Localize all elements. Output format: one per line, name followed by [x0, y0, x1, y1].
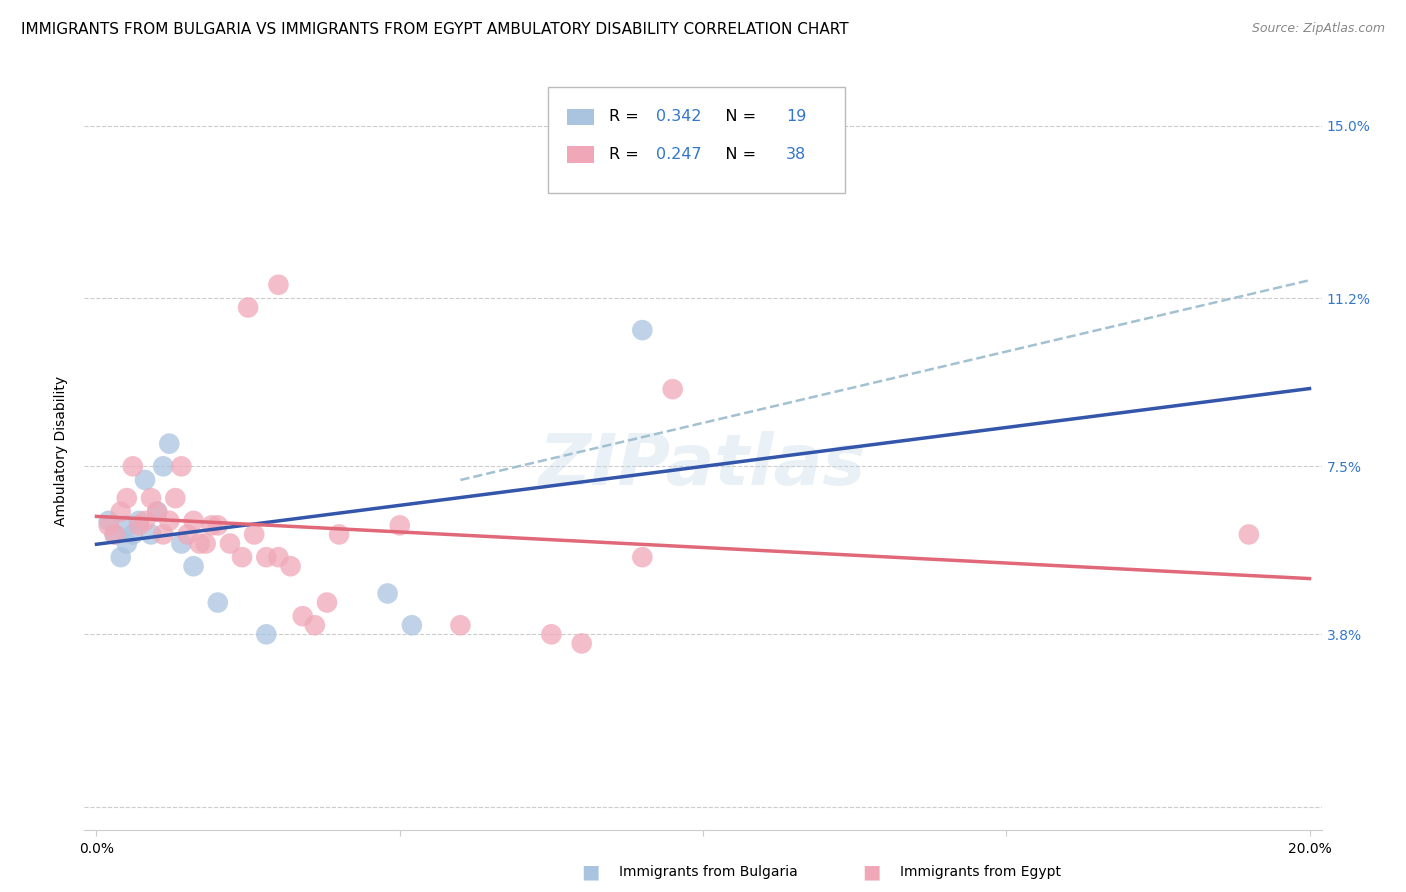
- Point: [170, 536, 193, 550]
- Point: [254, 550, 277, 565]
- Point: [183, 559, 205, 574]
- Point: [176, 527, 198, 541]
- Text: N =: N =: [710, 110, 762, 124]
- Point: [97, 514, 120, 528]
- FancyBboxPatch shape: [548, 87, 845, 193]
- Point: [104, 527, 127, 541]
- Point: [267, 277, 290, 292]
- Text: Immigrants from Bulgaria: Immigrants from Bulgaria: [619, 865, 797, 880]
- Point: [401, 618, 423, 632]
- Point: [134, 514, 156, 528]
- Point: [104, 527, 127, 541]
- Point: [231, 550, 253, 565]
- FancyBboxPatch shape: [567, 109, 595, 125]
- Point: [139, 491, 162, 505]
- FancyBboxPatch shape: [567, 146, 595, 163]
- Point: [267, 550, 290, 565]
- Point: [219, 536, 242, 550]
- Point: [122, 527, 145, 541]
- Point: [110, 505, 132, 519]
- Point: [183, 514, 205, 528]
- Text: R =: R =: [609, 110, 644, 124]
- Text: 19: 19: [786, 110, 806, 124]
- Point: [152, 527, 174, 541]
- Y-axis label: Ambulatory Disability: Ambulatory Disability: [55, 376, 69, 525]
- Point: [115, 536, 138, 550]
- Point: [194, 536, 217, 550]
- Point: [540, 627, 562, 641]
- Point: [1237, 527, 1260, 541]
- Point: [631, 550, 654, 565]
- Text: 0.247: 0.247: [657, 147, 702, 162]
- Point: [110, 550, 132, 565]
- Point: [157, 436, 180, 450]
- Point: [165, 491, 187, 505]
- Text: ■: ■: [862, 863, 882, 882]
- Point: [122, 459, 145, 474]
- Point: [304, 618, 326, 632]
- Point: [571, 636, 593, 650]
- Point: [146, 505, 169, 519]
- Text: Immigrants from Egypt: Immigrants from Egypt: [900, 865, 1062, 880]
- Point: [97, 518, 120, 533]
- Point: [152, 459, 174, 474]
- Text: IMMIGRANTS FROM BULGARIA VS IMMIGRANTS FROM EGYPT AMBULATORY DISABILITY CORRELAT: IMMIGRANTS FROM BULGARIA VS IMMIGRANTS F…: [21, 22, 849, 37]
- Point: [316, 596, 339, 610]
- Text: ■: ■: [581, 863, 600, 882]
- Point: [207, 518, 229, 533]
- Point: [207, 596, 229, 610]
- Point: [388, 518, 411, 533]
- Text: 38: 38: [786, 147, 806, 162]
- Point: [146, 505, 169, 519]
- Point: [115, 518, 138, 533]
- Point: [377, 586, 399, 600]
- Point: [280, 559, 302, 574]
- Point: [449, 618, 471, 632]
- Point: [134, 473, 156, 487]
- Point: [236, 301, 259, 315]
- Point: [128, 514, 150, 528]
- Point: [128, 518, 150, 533]
- Point: [188, 536, 211, 550]
- Point: [243, 527, 266, 541]
- Point: [115, 491, 138, 505]
- Text: ZIPatlas: ZIPatlas: [540, 431, 866, 500]
- Text: Source: ZipAtlas.com: Source: ZipAtlas.com: [1251, 22, 1385, 36]
- Point: [139, 527, 162, 541]
- Point: [201, 518, 224, 533]
- Point: [170, 459, 193, 474]
- Point: [661, 382, 683, 396]
- Point: [254, 627, 277, 641]
- Point: [631, 323, 654, 337]
- Point: [328, 527, 350, 541]
- Text: 0.342: 0.342: [657, 110, 702, 124]
- Point: [291, 609, 314, 624]
- Point: [157, 514, 180, 528]
- Text: R =: R =: [609, 147, 644, 162]
- Text: N =: N =: [710, 147, 762, 162]
